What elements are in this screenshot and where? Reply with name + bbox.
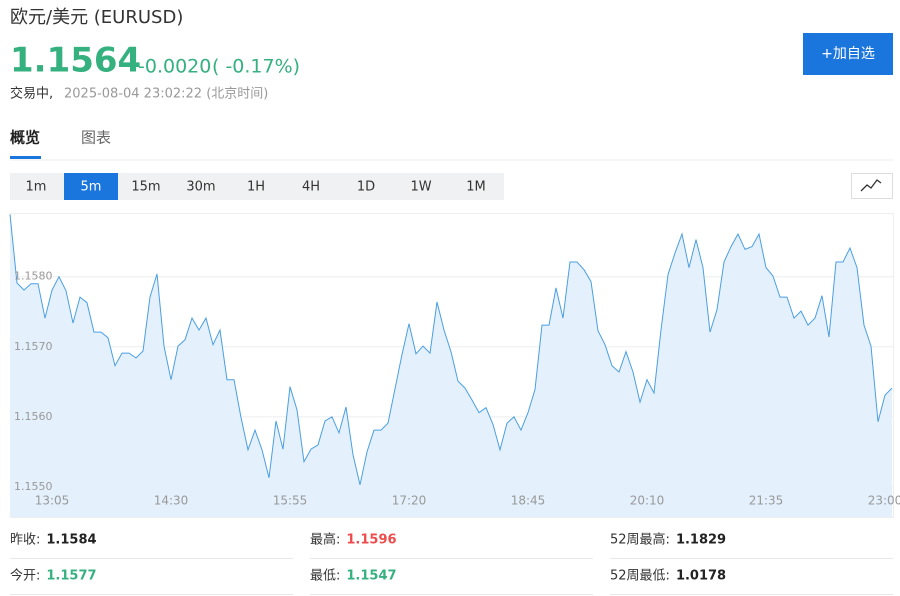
x-tick-label: 13:05 bbox=[35, 494, 70, 508]
stat-value: 1.1596 bbox=[346, 533, 396, 548]
stat-label: 今开: bbox=[10, 568, 40, 584]
stat-label: 最高: bbox=[310, 532, 340, 548]
x-tick-label: 14:30 bbox=[154, 494, 189, 508]
intervals: 1m 5m 15m 30m 1H 4H 1D 1W 1M bbox=[26, 173, 486, 200]
interval-button[interactable]: 5m bbox=[81, 180, 102, 195]
interval-active[interactable] bbox=[64, 173, 118, 200]
stat-value: 1.1829 bbox=[676, 533, 726, 548]
interval-button[interactable]: 1D bbox=[357, 180, 375, 195]
interval-button[interactable]: 15m bbox=[131, 180, 160, 195]
stats: 昨收: 1.1584 最高: 1.1596 52周最高: 1.1829 今开: 1.1577 最… bbox=[10, 532, 893, 595]
interval-button[interactable]: 4H bbox=[302, 180, 320, 195]
chart-type-icon bbox=[860, 179, 882, 192]
y-tick-label: 1.1550 bbox=[14, 480, 53, 493]
tab[interactable]: 图表 bbox=[81, 129, 111, 147]
status: 交易中, bbox=[10, 86, 53, 102]
timestamp: 2025-08-04 23:02:22 (北京时间) bbox=[64, 87, 268, 102]
y-tick-label: 1.1580 bbox=[14, 270, 53, 283]
interval-button[interactable]: 1H bbox=[247, 180, 265, 195]
x-tick-label: 17:20 bbox=[392, 494, 427, 508]
interval-button[interactable]: 1W bbox=[410, 180, 431, 195]
tab[interactable]: 概览 bbox=[10, 129, 40, 147]
y-tick-label: 1.1570 bbox=[14, 340, 53, 353]
stat-label: 52周最低: bbox=[610, 569, 670, 584]
stat-label: 52周最高: bbox=[610, 532, 670, 548]
tabs: 概览 图表 bbox=[10, 129, 111, 159]
area bbox=[10, 214, 892, 517]
stat-label: 最低: bbox=[310, 569, 340, 584]
title: 欧元/美元 (EURUSD) bbox=[10, 7, 183, 28]
interval-button[interactable]: 1M bbox=[466, 180, 486, 195]
interval-button[interactable]: 30m bbox=[186, 180, 215, 195]
stat-value: 1.1577 bbox=[46, 569, 96, 584]
change: -0.0020 bbox=[138, 56, 211, 78]
stat-value: 1.1584 bbox=[46, 533, 96, 548]
change-percent: ( -0.17%) bbox=[212, 56, 300, 78]
x-tick-label: 18:45 bbox=[511, 494, 546, 508]
tab-underline bbox=[10, 156, 41, 159]
price-line bbox=[9, 214, 893, 485]
add-button[interactable] bbox=[803, 33, 893, 75]
add-button-label[interactable]: +加自选 bbox=[821, 46, 875, 62]
x-tick-label: 23:00 bbox=[868, 494, 900, 508]
stat-value: 1.1547 bbox=[346, 569, 396, 584]
chart: 1.1550 1.1560 1.1570 1.1580 13:05 14:30 15:55 1… bbox=[9, 214, 900, 517]
x-tick-label: 21:35 bbox=[749, 494, 784, 508]
stat-value: 1.0178 bbox=[676, 569, 726, 584]
x-tick-label: 20:10 bbox=[630, 494, 665, 508]
x-tick-label: 15:55 bbox=[273, 494, 308, 508]
price: 1.1564 bbox=[10, 41, 141, 81]
y-tick-label: 1.1560 bbox=[14, 410, 53, 423]
stat-label: 昨收: bbox=[10, 533, 40, 548]
interval-button[interactable]: 1m bbox=[26, 180, 47, 195]
